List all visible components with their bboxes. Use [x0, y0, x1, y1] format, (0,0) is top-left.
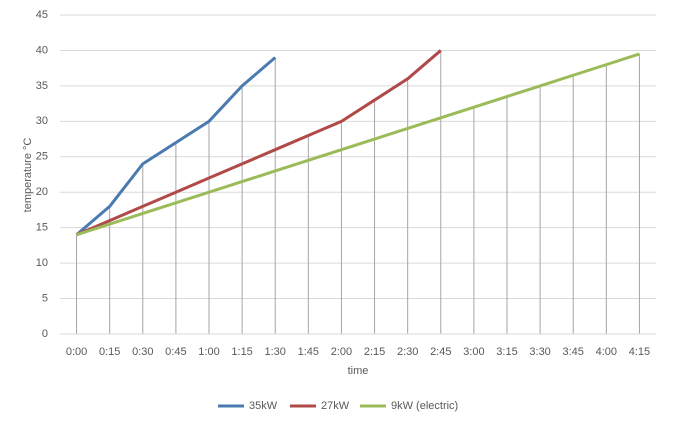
x-tick-label: 0:30 [132, 346, 153, 358]
x-tick-label: 4:15 [629, 346, 650, 358]
y-tick-label: 20 [36, 186, 48, 198]
x-tick-label: 2:00 [331, 346, 352, 358]
y-tick-label: 10 [36, 257, 48, 269]
x-tick-label: 1:15 [231, 346, 252, 358]
y-tick-label: 30 [36, 115, 48, 127]
x-tick-label: 3:00 [463, 346, 484, 358]
series-line [75, 49, 442, 237]
x-tick-label: 3:30 [529, 346, 550, 358]
x-tick-label: 3:15 [496, 346, 517, 358]
y-tick-label: 40 [36, 44, 48, 56]
y-tick-label: 45 [36, 9, 48, 21]
series-line [76, 52, 640, 237]
x-tick-label: 2:45 [430, 346, 451, 358]
x-axis-label: time [348, 365, 369, 377]
legend-label: 35kW [249, 400, 278, 412]
y-tick-label: 5 [42, 292, 48, 304]
series-line [75, 56, 277, 236]
legend-label: 9kW (electric) [391, 400, 458, 412]
y-tick-label: 25 [36, 151, 48, 163]
x-tick-label: 2:15 [364, 346, 385, 358]
x-tick-label: 4:00 [596, 346, 617, 358]
y-axis-label: temperature °C [22, 138, 34, 213]
x-tick-label: 2:30 [397, 346, 418, 358]
x-tick-label: 1:00 [198, 346, 219, 358]
x-tick-label: 3:45 [563, 346, 584, 358]
x-tick-label: 0:15 [99, 346, 120, 358]
y-tick-label: 35 [36, 80, 48, 92]
x-tick-label: 0:45 [165, 346, 186, 358]
y-tick-label: 15 [36, 222, 48, 234]
y-tick-label: 0 [42, 328, 48, 340]
x-tick-label: 1:45 [298, 346, 319, 358]
x-tick-label: 1:30 [265, 346, 286, 358]
legend-label: 27kW [321, 400, 350, 412]
x-tick-label: 0:00 [66, 346, 87, 358]
